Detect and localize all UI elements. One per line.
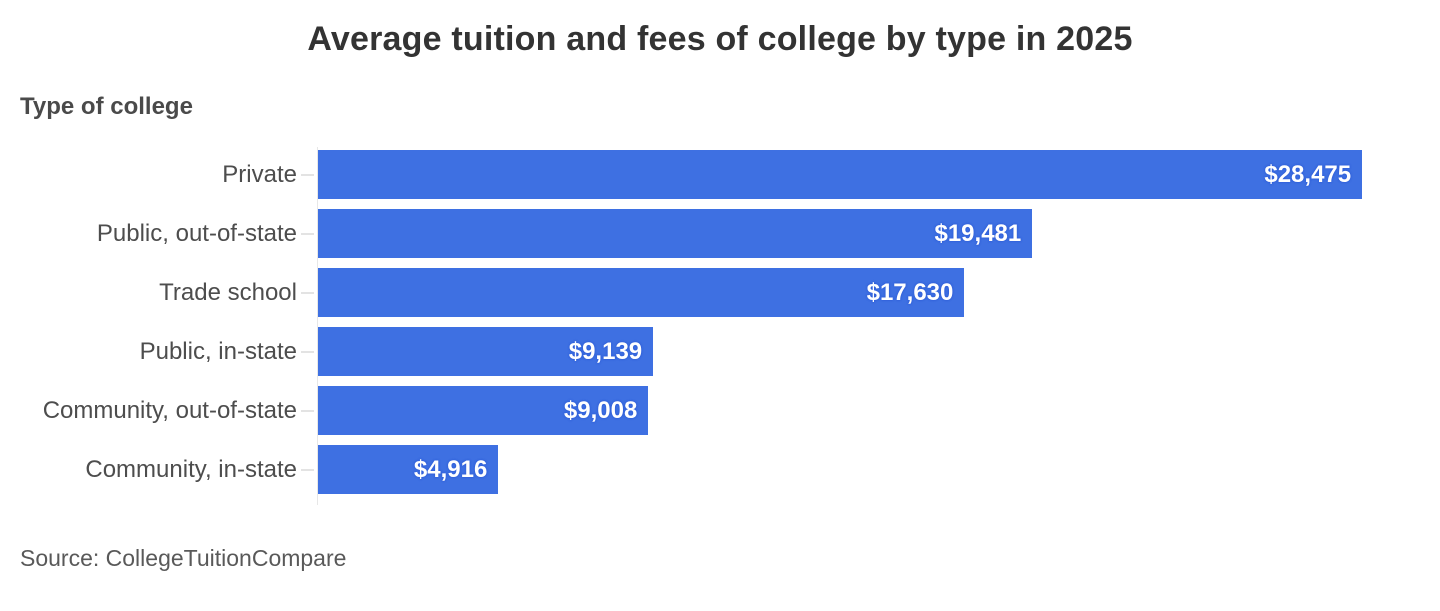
axis-tick xyxy=(301,468,314,471)
bar-row: Private $28,475 xyxy=(0,145,1440,204)
bar-row: Public, out-of-state $19,481 xyxy=(0,204,1440,263)
category-label: Public, out-of-state xyxy=(96,219,297,247)
bar-row: Trade school $17,630 xyxy=(0,263,1440,322)
chart-title: Average tuition and fees of college by t… xyxy=(307,20,1133,58)
source-credit: Source: CollegeTuitionCompare xyxy=(20,545,347,571)
bar: $17,630 xyxy=(318,268,965,317)
axis-tick xyxy=(301,409,314,412)
bar: $9,139 xyxy=(318,327,654,376)
bar: $19,481 xyxy=(318,209,1033,258)
y-axis-title: Type of college xyxy=(20,93,193,120)
y-axis-line xyxy=(317,147,318,505)
category-label: Private xyxy=(222,160,297,188)
bar-row: Community, in-state $4,916 xyxy=(0,440,1440,499)
bar: $4,916 xyxy=(318,445,499,494)
bar-row: Community, out-of-state $9,008 xyxy=(0,381,1440,440)
category-label: Trade school xyxy=(159,278,297,306)
bar-rows-container: Private $28,475 Public, out-of-state $19… xyxy=(0,145,1440,499)
category-label: Community, in-state xyxy=(85,455,297,483)
bar: $28,475 xyxy=(318,150,1363,199)
bar-value-label: $9,139 xyxy=(568,337,643,365)
bar-row: Public, in-state $9,139 xyxy=(0,322,1440,381)
axis-tick xyxy=(301,173,314,176)
bar-value-label: $9,008 xyxy=(563,396,638,424)
axis-tick xyxy=(301,350,314,353)
bar-chart: Private $28,475 Public, out-of-state $19… xyxy=(0,145,1440,505)
axis-tick xyxy=(301,291,314,294)
bar-value-label: $4,916 xyxy=(413,455,488,483)
category-label: Public, in-state xyxy=(139,337,297,365)
bar-value-label: $28,475 xyxy=(1264,160,1352,188)
bar-value-label: $19,481 xyxy=(934,219,1022,247)
bar-value-label: $17,630 xyxy=(866,278,954,306)
category-label: Community, out-of-state xyxy=(42,396,297,424)
axis-tick xyxy=(301,232,314,235)
bar: $9,008 xyxy=(318,386,649,435)
